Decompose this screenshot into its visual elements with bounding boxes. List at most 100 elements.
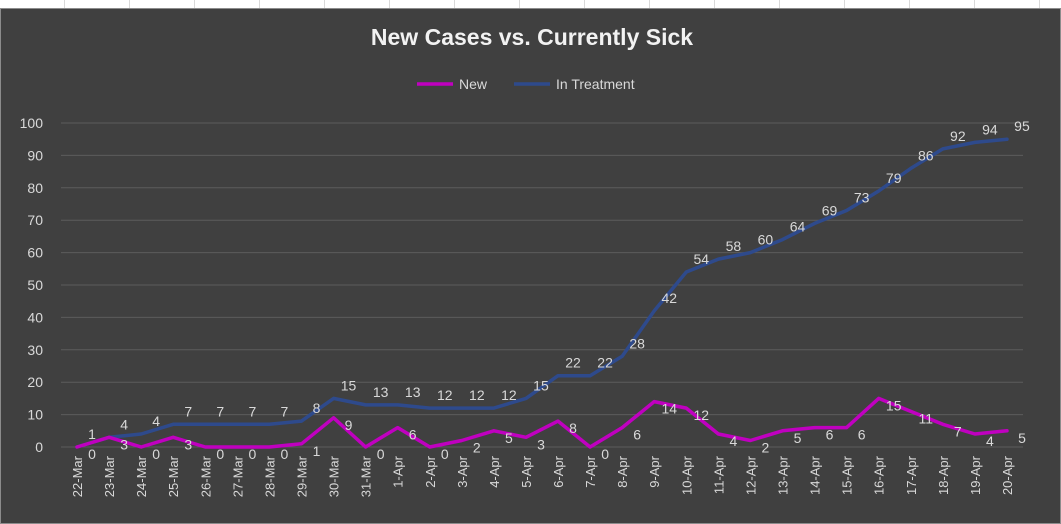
- chart-area[interactable]: New Cases vs. Currently Sick New In Trea…: [0, 8, 1061, 524]
- data-label: 5: [505, 430, 513, 446]
- x-tick-label: 25-Mar: [166, 455, 181, 497]
- y-axis: 0 10 20 30 40 50 60 70 80 90 100: [20, 115, 44, 455]
- x-tick-label: 9-Apr: [647, 455, 662, 487]
- data-label: 86: [918, 147, 934, 163]
- data-label: 7: [216, 403, 224, 419]
- x-tick-label: 12-Apr: [743, 455, 758, 495]
- data-label: 22: [565, 355, 581, 371]
- data-label: 0: [88, 446, 96, 462]
- line-chart: New Cases vs. Currently Sick New In Trea…: [20, 24, 1030, 497]
- y-tick-label: 60: [27, 245, 43, 261]
- data-label: 2: [473, 440, 481, 456]
- legend-label-in-treatment: In Treatment: [556, 76, 635, 92]
- series-lines: [75, 137, 1009, 449]
- x-tick-label: 3-Apr: [455, 455, 470, 487]
- data-label: 12: [437, 387, 453, 403]
- data-label: 7: [954, 423, 962, 439]
- x-tick-label: 29-Mar: [295, 455, 310, 497]
- data-label: 0: [281, 446, 289, 462]
- data-label: 0: [441, 446, 449, 462]
- x-tick-label: 24-Mar: [134, 455, 149, 497]
- data-label: 4: [729, 433, 737, 449]
- data-label: 28: [629, 335, 645, 351]
- y-tick-label: 30: [27, 342, 43, 358]
- data-label: 15: [886, 397, 902, 413]
- data-label: 7: [281, 403, 289, 419]
- x-tick-label: 16-Apr: [872, 455, 887, 495]
- data-label: 12: [501, 387, 517, 403]
- series-line-in-treatment: [75, 137, 1009, 449]
- data-label: 6: [826, 427, 834, 443]
- data-label: 4: [986, 433, 994, 449]
- data-label: 13: [405, 384, 421, 400]
- data-label: 60: [758, 232, 774, 248]
- x-tick-label: 22-Mar: [70, 455, 85, 497]
- x-tick-label: 10-Apr: [679, 455, 694, 495]
- x-tick-label: 27-Mar: [230, 455, 245, 497]
- x-tick-label: 18-Apr: [936, 455, 951, 495]
- data-label: 4: [120, 416, 128, 432]
- chart-title: New Cases vs. Currently Sick: [371, 24, 693, 50]
- y-tick-label: 80: [27, 180, 43, 196]
- data-label: 13: [373, 384, 389, 400]
- data-label: 54: [694, 251, 710, 267]
- x-tick-label: 1-Apr: [391, 455, 406, 487]
- data-label: 92: [950, 128, 966, 144]
- data-label: 0: [601, 446, 609, 462]
- x-tick-label: 14-Apr: [808, 455, 823, 495]
- data-label: 6: [633, 427, 641, 443]
- data-label: 73: [854, 189, 870, 205]
- data-label: 6: [409, 427, 417, 443]
- x-tick-label: 30-Mar: [327, 455, 342, 497]
- series-line-new: [75, 396, 1009, 449]
- data-label: 5: [794, 430, 802, 446]
- data-label: 4: [152, 413, 160, 429]
- data-label: 7: [248, 403, 256, 419]
- x-tick-label: 31-Mar: [359, 455, 374, 497]
- x-tick-label: 2-Apr: [423, 455, 438, 487]
- y-tick-label: 70: [27, 212, 43, 228]
- data-label: 5: [1018, 430, 1026, 446]
- y-tick-label: 40: [27, 309, 43, 325]
- data-label: 11: [918, 410, 933, 426]
- x-tick-label: 6-Apr: [551, 455, 566, 487]
- data-label: 0: [248, 446, 256, 462]
- y-tick-label: 0: [35, 439, 43, 455]
- data-label: 15: [341, 377, 357, 393]
- x-tick-label: 4-Apr: [487, 455, 502, 487]
- x-tick-label: 8-Apr: [615, 455, 630, 487]
- spreadsheet-grid-strip: [0, 0, 1061, 8]
- data-label: 0: [216, 446, 224, 462]
- y-tick-label: 10: [27, 407, 43, 423]
- data-label: 95: [1014, 118, 1030, 134]
- data-label: 7: [184, 403, 192, 419]
- data-label: 9: [345, 417, 353, 433]
- data-label: 6: [858, 427, 866, 443]
- x-tick-label: 7-Apr: [583, 455, 598, 487]
- x-tick-label: 15-Apr: [840, 455, 855, 495]
- y-tick-label: 50: [27, 277, 43, 293]
- data-label: 79: [886, 170, 902, 186]
- legend[interactable]: New In Treatment: [417, 76, 635, 92]
- data-label: 0: [377, 446, 385, 462]
- data-label: 8: [569, 420, 577, 436]
- x-tick-label: 28-Mar: [262, 455, 277, 497]
- data-label: 2: [762, 440, 770, 456]
- data-label: 42: [661, 290, 677, 306]
- data-label: 1: [313, 443, 321, 459]
- data-label: 15: [533, 377, 549, 393]
- x-tick-label: 17-Apr: [904, 455, 919, 495]
- data-label: 3: [120, 436, 128, 452]
- data-label: 69: [822, 202, 838, 218]
- data-label: 8: [313, 400, 321, 416]
- data-label: 0: [152, 446, 160, 462]
- data-label: 3: [537, 436, 545, 452]
- x-tick-label: 23-Mar: [102, 455, 117, 497]
- data-label: 1: [88, 426, 96, 442]
- x-tick-label: 26-Mar: [198, 455, 213, 497]
- x-tick-label: 11-Apr: [711, 455, 726, 494]
- y-tick-label: 100: [20, 115, 44, 131]
- data-label: 94: [982, 121, 998, 137]
- y-tick-label: 20: [27, 374, 43, 390]
